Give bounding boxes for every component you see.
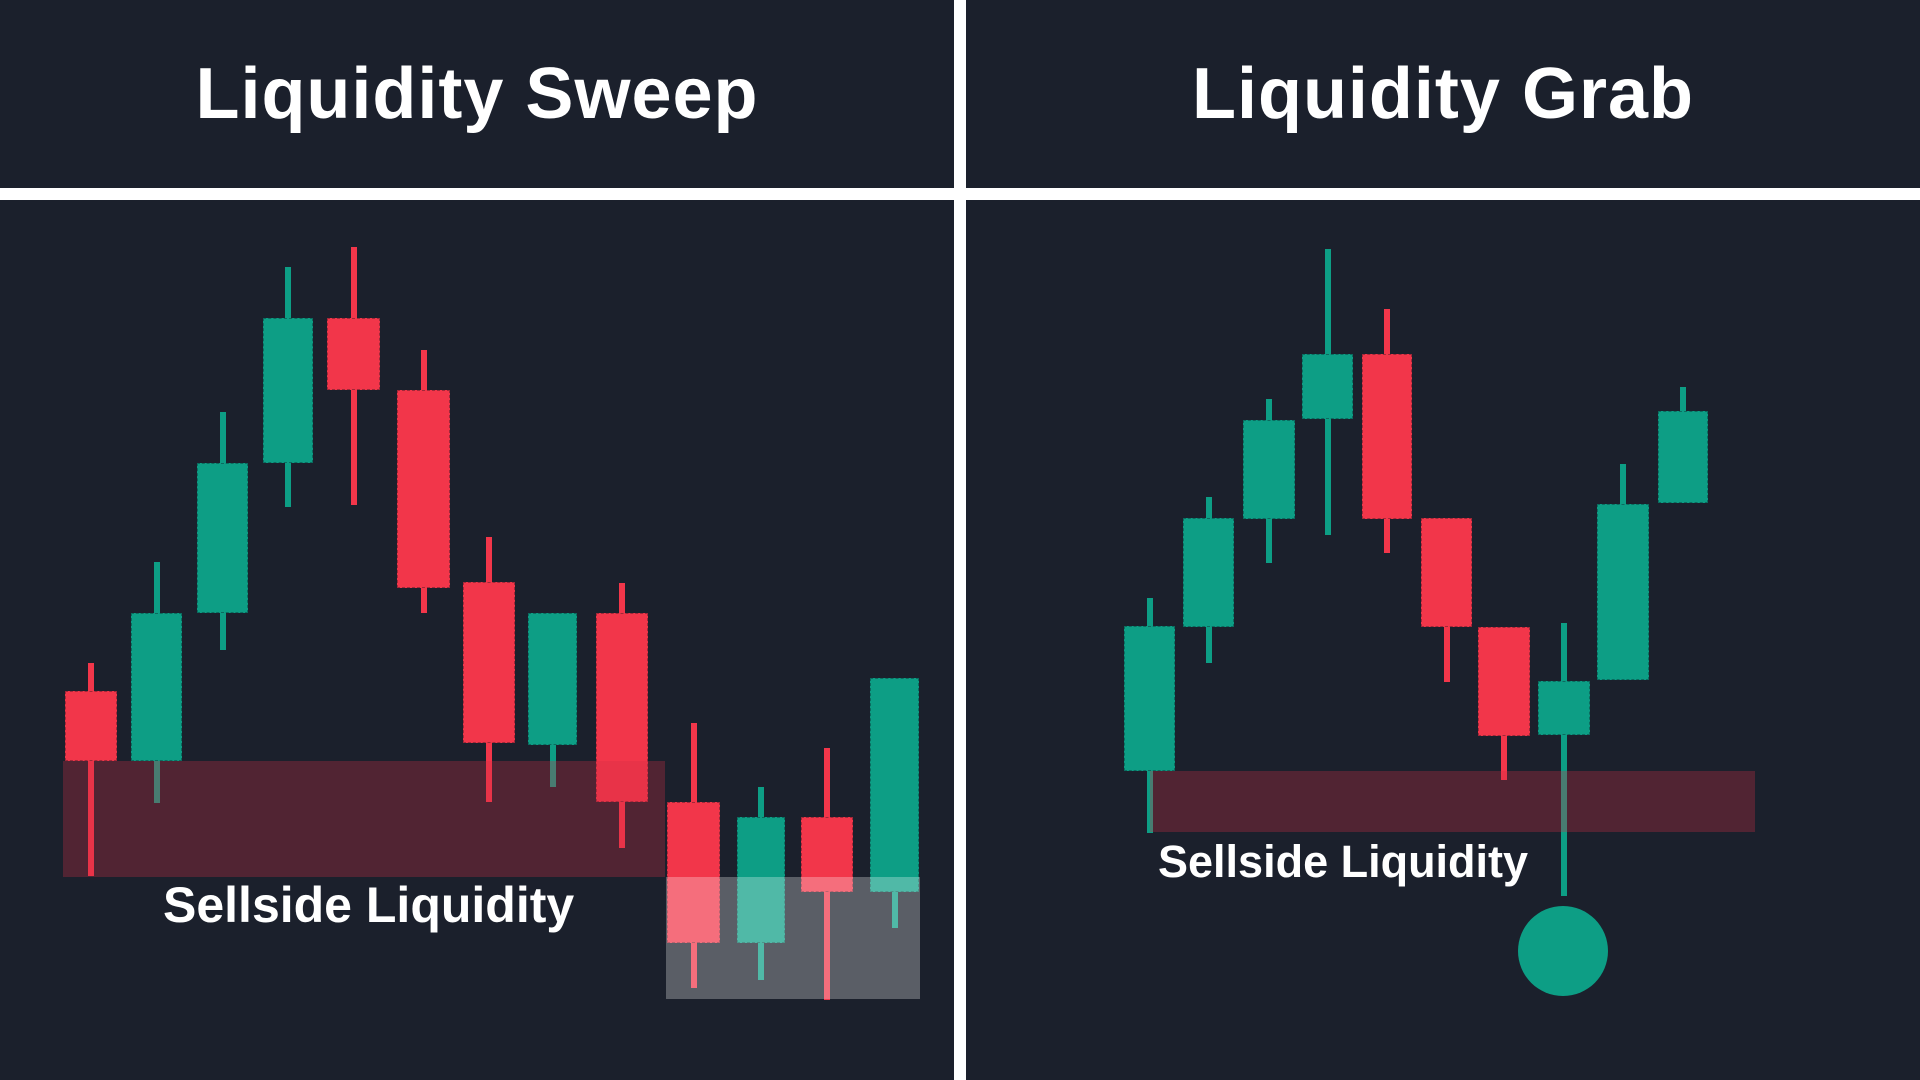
sellside-liquidity-label-right: Sellside Liquidity (1158, 836, 1529, 887)
left-panel-title: Liquidity Sweep (195, 54, 759, 134)
candle-body-down (65, 691, 117, 761)
liquidity-grab-marker (1518, 906, 1608, 996)
right-panel-title: Liquidity Grab (1191, 54, 1694, 134)
candle-body-down (1478, 627, 1530, 736)
candle-body-up (1658, 411, 1708, 503)
sellside-liquidity-zone (1150, 771, 1755, 832)
candle-body-down (463, 582, 515, 743)
candle-body-down (667, 802, 720, 943)
candle-body-down (596, 613, 648, 802)
candle-body-down (327, 318, 380, 390)
vertical-divider (954, 0, 966, 1080)
candle-body-up (1183, 518, 1234, 627)
sellside-liquidity-zone (63, 761, 665, 877)
candle-body-up (1302, 354, 1353, 419)
candle-wick (88, 663, 94, 876)
candle-body-down (1362, 354, 1412, 519)
candle-body-up (870, 678, 919, 892)
candle-body-up (737, 817, 785, 943)
candle-body-up (131, 613, 182, 761)
candle-body-up (1243, 420, 1295, 519)
candle-body-down (801, 817, 853, 892)
candle-wick (1561, 623, 1567, 896)
candle-body-up (263, 318, 313, 463)
candle-body-up (1124, 626, 1175, 771)
candle-body-down (1421, 518, 1472, 627)
candle-body-up (528, 613, 577, 745)
sellside-liquidity-label-left: Sellside Liquidity (163, 877, 575, 933)
candle-body-up (197, 463, 248, 613)
candle-body-down (397, 390, 450, 588)
sweep-highlight-zone (666, 877, 920, 999)
candle-body-up (1597, 504, 1649, 680)
candle-body-up (1538, 681, 1590, 735)
